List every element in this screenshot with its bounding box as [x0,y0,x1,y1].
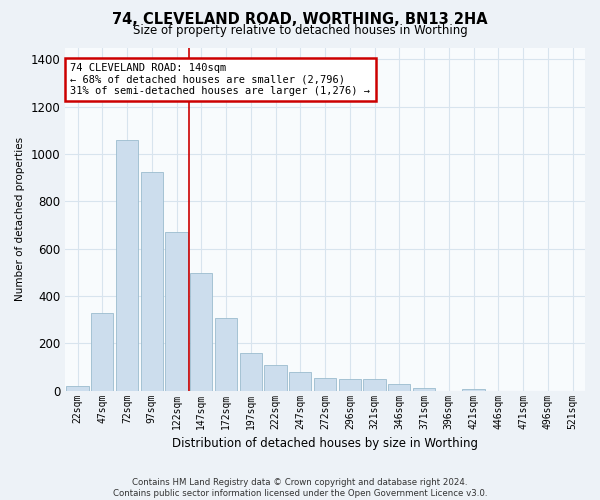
Bar [215,318,237,390]
Bar [388,384,410,390]
Bar [239,353,262,391]
X-axis label: Distribution of detached houses by size in Worthing: Distribution of detached houses by size … [172,437,478,450]
Bar [67,386,89,390]
Text: 74 CLEVELAND ROAD: 140sqm
← 68% of detached houses are smaller (2,796)
31% of se: 74 CLEVELAND ROAD: 140sqm ← 68% of detac… [70,63,370,96]
Bar [116,140,138,390]
Bar [314,378,336,390]
Bar [364,379,386,390]
Bar [140,172,163,390]
Bar [265,364,287,390]
Bar [413,388,435,390]
Y-axis label: Number of detached properties: Number of detached properties [15,137,25,301]
Bar [91,312,113,390]
Text: Size of property relative to detached houses in Worthing: Size of property relative to detached ho… [133,24,467,37]
Bar [338,379,361,390]
Bar [190,274,212,390]
Bar [289,372,311,390]
Text: Contains HM Land Registry data © Crown copyright and database right 2024.
Contai: Contains HM Land Registry data © Crown c… [113,478,487,498]
Bar [166,232,188,390]
Text: 74, CLEVELAND ROAD, WORTHING, BN13 2HA: 74, CLEVELAND ROAD, WORTHING, BN13 2HA [112,12,488,28]
